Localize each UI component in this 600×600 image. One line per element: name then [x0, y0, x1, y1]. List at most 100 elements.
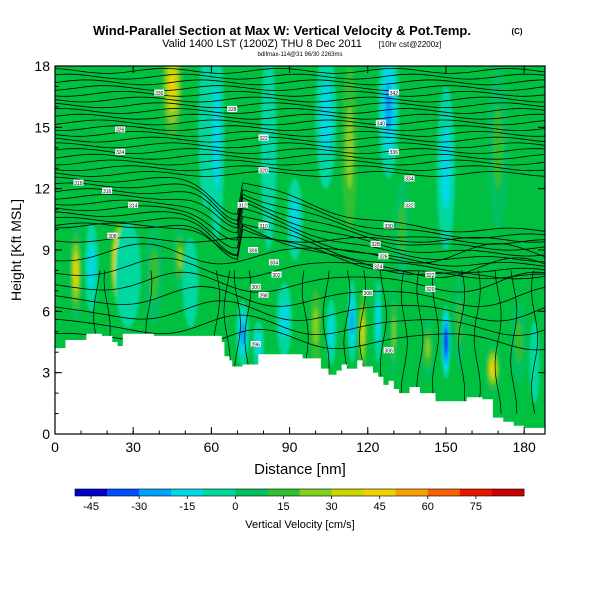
theta-label: 300 [250, 283, 261, 291]
svg-text:298: 298 [259, 293, 268, 299]
svg-text:336: 336 [390, 150, 399, 156]
y-tick-label: 9 [42, 242, 50, 258]
isentrope-line [55, 188, 545, 245]
isentrope-line [55, 171, 545, 177]
colorbar-swatch [427, 489, 461, 496]
theta-label: 298 [258, 291, 269, 299]
svg-text:296: 296 [252, 342, 261, 348]
velocity-cell [378, 66, 400, 179]
colorbar-swatch [299, 489, 332, 496]
velocity-cell [326, 299, 337, 365]
theta-label: 330 [383, 222, 394, 230]
velocity-cell [389, 286, 398, 377]
y-axis-label: Height [Kft MSL] [8, 199, 24, 301]
theta-label: 306 [248, 247, 259, 254]
isentrope-line [55, 211, 545, 267]
isentrope-line [55, 165, 545, 172]
svg-text:330: 330 [155, 91, 164, 97]
svg-text:326: 326 [379, 254, 388, 260]
isentrope-line [55, 136, 545, 143]
velocity-cell [441, 305, 451, 379]
isentrope-line [55, 300, 545, 322]
theta-label: 316 [102, 187, 113, 195]
theta-label: 302 [271, 271, 282, 279]
svg-text:308: 308 [108, 234, 117, 240]
theta-label: 308 [107, 232, 118, 240]
isentrope-line [55, 271, 545, 293]
theta-label: 318 [73, 179, 84, 187]
isentrope-line [55, 79, 545, 86]
svg-text:322: 322 [259, 136, 268, 142]
velocity-cell [309, 288, 322, 363]
svg-text:306: 306 [249, 248, 258, 254]
colorbar-tick-label: -30 [131, 501, 147, 513]
theta-label: 314 [128, 202, 139, 209]
y-tick-label: 15 [34, 119, 50, 135]
svg-text:328: 328 [228, 107, 237, 113]
x-tick-label: 120 [356, 439, 380, 455]
svg-text:320: 320 [426, 287, 435, 293]
svg-text:334: 334 [405, 177, 414, 183]
y-tick-label: 3 [42, 365, 50, 381]
colorbar-swatch [139, 489, 172, 496]
theta-label: 320 [425, 285, 436, 293]
isentrope-line [55, 96, 545, 103]
isentrope-line [55, 148, 545, 154]
velocity-cell [315, 66, 337, 189]
svg-text:326: 326 [116, 128, 125, 134]
svg-text:324: 324 [374, 265, 383, 271]
isentrope-line [55, 91, 545, 97]
theta-label: 340 [375, 120, 386, 128]
colorbar-tick-label: 60 [422, 501, 434, 513]
colorbar-swatch [395, 489, 429, 496]
isentrope-line [55, 142, 545, 149]
velocity-cell [236, 301, 250, 367]
velocity-cell [374, 280, 383, 363]
colorbar-swatch [203, 489, 236, 496]
svg-text:322: 322 [426, 273, 435, 279]
theta-label: 326 [378, 253, 389, 260]
isentrope-line [55, 68, 545, 74]
x-axis-label: Distance [nm] [254, 461, 346, 478]
colorbar-tick-label: 45 [374, 501, 386, 513]
isentrope-line [55, 193, 545, 251]
isentrope-line [55, 130, 545, 137]
isentrope-line [55, 236, 545, 243]
theta-label: 312 [237, 202, 248, 209]
isentrope-line [55, 199, 545, 257]
isentrope-line [55, 125, 545, 132]
contour-line [510, 270, 518, 414]
theta-label: 322 [258, 134, 269, 142]
colorbar-frame [74, 488, 525, 497]
isentrope-line [55, 102, 545, 109]
svg-text:324: 324 [116, 150, 125, 156]
svg-text:340: 340 [377, 122, 386, 128]
x-tick-label: 150 [434, 439, 458, 455]
contour-line [458, 270, 466, 414]
theta-label: 320 [258, 167, 269, 175]
svg-text:310: 310 [259, 224, 268, 230]
isentrope-line [55, 85, 545, 91]
colorbar-swatch [459, 489, 493, 496]
colorbar: -45 -30 -15 0 15 30 45 60 75 [74, 488, 525, 513]
x-tick-label: 90 [282, 439, 298, 455]
chart-subtitle-2: bdifmax-114@31 96/30 2263ms [257, 52, 342, 58]
contour-line [494, 270, 502, 414]
x-tick-label: 30 [125, 439, 141, 455]
isentrope-line [55, 216, 545, 273]
colorbar-swatch [171, 489, 204, 496]
theta-label: 334 [404, 175, 415, 183]
theta-label: 310 [258, 222, 269, 230]
isentrope-line [55, 314, 545, 336]
velocity-cell [161, 66, 183, 138]
theta-label: 328 [227, 105, 238, 113]
contour-line [432, 270, 439, 414]
theta-label: 296 [250, 341, 261, 348]
theta-label: 342 [388, 89, 399, 97]
isentrope-line [55, 153, 545, 160]
svg-text:330: 330 [384, 224, 393, 230]
svg-text:332: 332 [405, 203, 414, 209]
velocity-cell [144, 223, 164, 326]
y-tick-label: 6 [42, 303, 50, 319]
svg-text:328: 328 [371, 242, 380, 248]
